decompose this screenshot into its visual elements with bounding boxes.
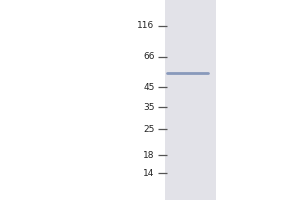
Text: 35: 35: [143, 102, 154, 112]
Text: 66: 66: [143, 52, 154, 61]
Text: 45: 45: [143, 83, 154, 92]
Text: 14: 14: [143, 168, 154, 178]
Text: 18: 18: [143, 151, 154, 160]
Text: 116: 116: [137, 21, 154, 30]
Text: 25: 25: [143, 124, 154, 134]
Bar: [165, 0, 216, 200]
